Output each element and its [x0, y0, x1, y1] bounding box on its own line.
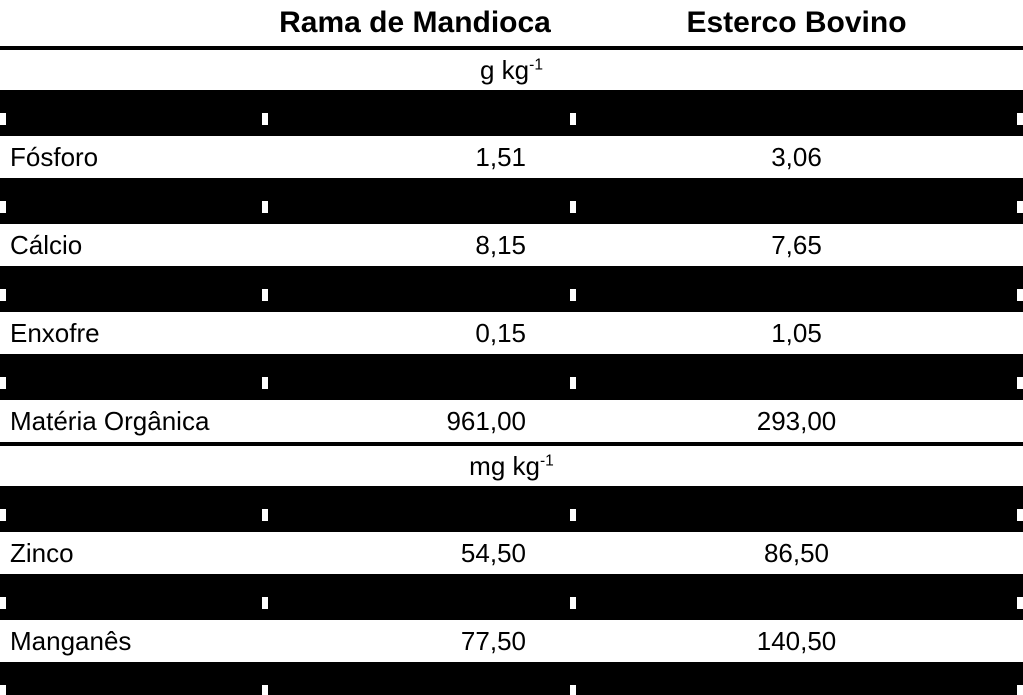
composition-table: Rama de Mandioca Esterco Bovino g kg-1 F… [0, 0, 1023, 695]
table-header-row: Rama de Mandioca Esterco Bovino [0, 0, 1023, 46]
gap-row [0, 354, 1023, 400]
row-value-2: 3,06 [570, 136, 1023, 178]
unit-row-0: g kg-1 [0, 50, 1023, 90]
table-row: Cálcio 8,15 7,65 [0, 224, 1023, 266]
row-label: Fósforo [0, 136, 260, 178]
row-value-2: 7,65 [570, 224, 1023, 266]
row-value-2: 1,05 [570, 312, 1023, 354]
row-value-2: 86,50 [570, 532, 1023, 574]
table-row: Matéria Orgânica 961,00 293,00 [0, 400, 1023, 442]
row-value-1: 0,15 [260, 312, 570, 354]
row-value-1: 8,15 [260, 224, 570, 266]
table-row: Zinco 54,50 86,50 [0, 532, 1023, 574]
row-value-1: 77,50 [260, 620, 570, 662]
row-label: Zinco [0, 532, 260, 574]
gap-row [0, 486, 1023, 532]
row-value-2: 293,00 [570, 400, 1023, 442]
header-col-1: Rama de Mandioca [260, 0, 570, 46]
table-row: Fósforo 1,51 3,06 [0, 136, 1023, 178]
unit-text-0: g kg-1 [480, 55, 543, 86]
row-value-1: 961,00 [260, 400, 570, 442]
row-value-1: 1,51 [260, 136, 570, 178]
gap-row [0, 266, 1023, 312]
table-row: Manganês 77,50 140,50 [0, 620, 1023, 662]
gap-row [0, 662, 1023, 695]
row-label: Matéria Orgânica [0, 400, 260, 442]
row-value-1: 54,50 [260, 532, 570, 574]
row-value-2: 140,50 [570, 620, 1023, 662]
unit-text-1: mg kg-1 [469, 451, 554, 482]
unit-label-1: mg kg-1 [0, 446, 1023, 486]
table-row: Enxofre 0,15 1,05 [0, 312, 1023, 354]
gap-row [0, 90, 1023, 136]
table-container: Rama de Mandioca Esterco Bovino g kg-1 F… [0, 0, 1023, 695]
header-col-2: Esterco Bovino [570, 0, 1023, 46]
gap-row [0, 574, 1023, 620]
unit-row-1: mg kg-1 [0, 446, 1023, 486]
header-blank [0, 0, 260, 46]
row-label: Cálcio [0, 224, 260, 266]
gap-row [0, 178, 1023, 224]
row-label: Manganês [0, 620, 260, 662]
row-label: Enxofre [0, 312, 260, 354]
unit-label-0: g kg-1 [0, 50, 1023, 90]
